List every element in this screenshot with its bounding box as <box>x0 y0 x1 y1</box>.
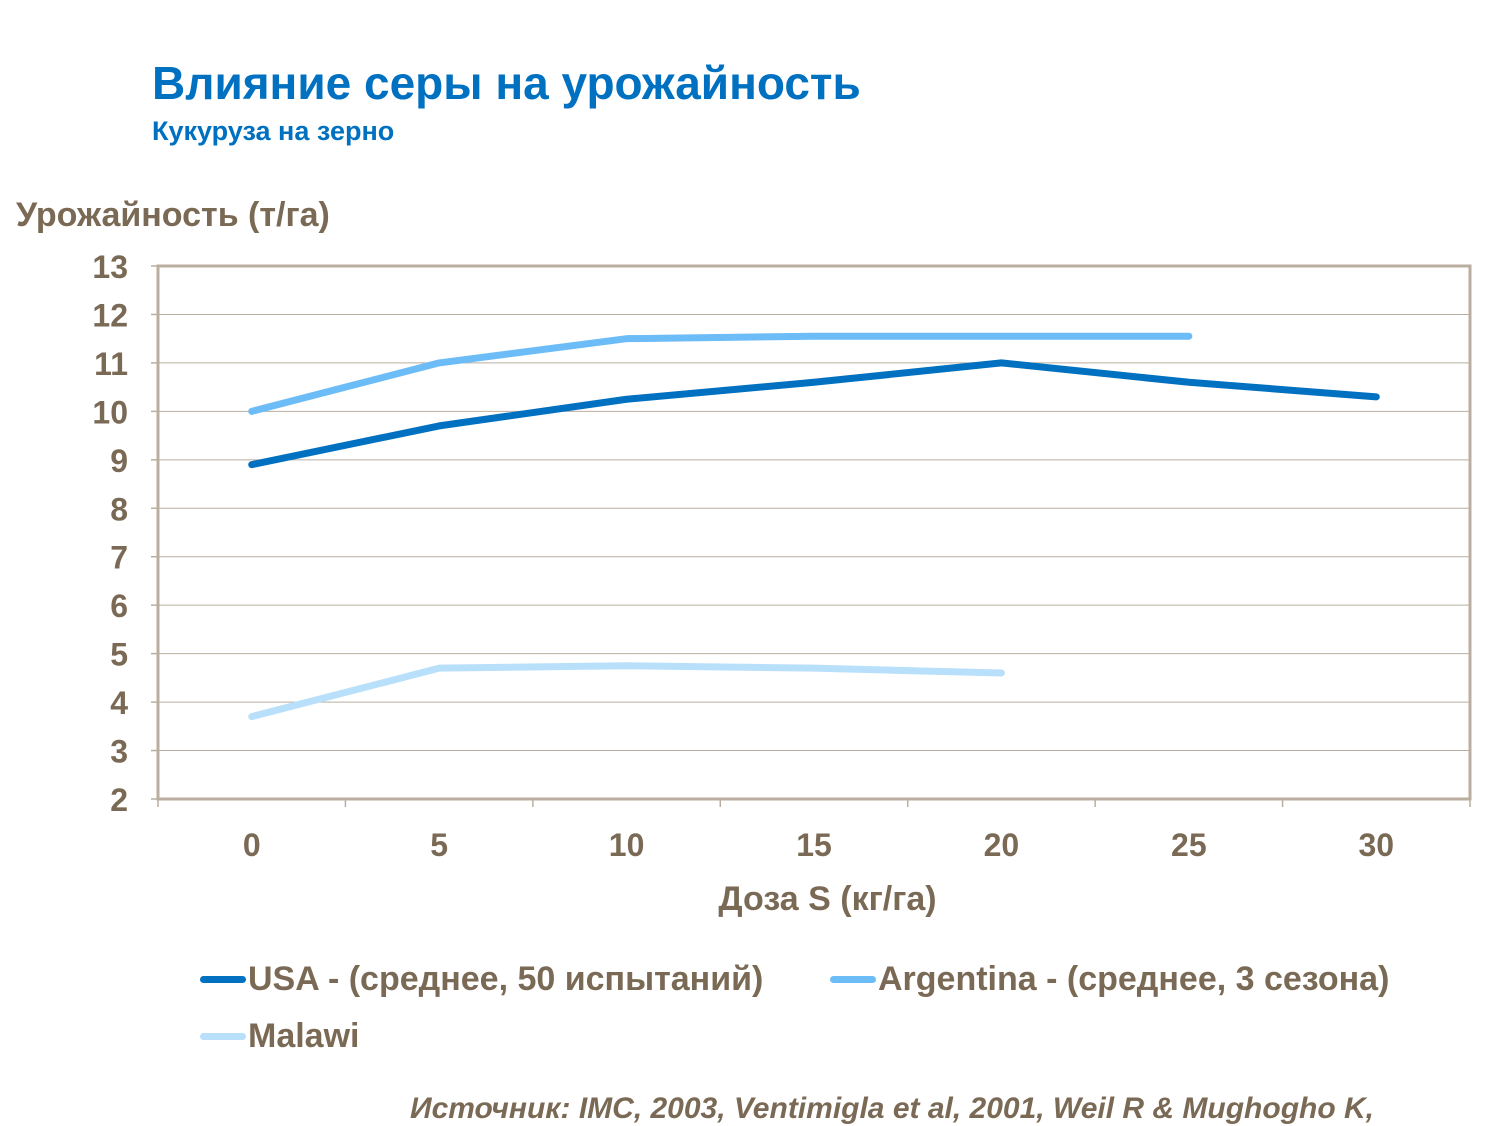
legend-item-malawi: Malawi <box>200 1017 359 1056</box>
legend-label: USA - (среднее, 50 испытаний) <box>248 960 763 999</box>
y-tick-label: 9 <box>110 443 128 479</box>
x-tick-label: 5 <box>430 827 448 863</box>
x-tick-label: 15 <box>796 827 832 863</box>
x-axis-label: Доза S (кг/га) <box>0 880 1501 919</box>
y-tick-label: 12 <box>92 297 128 333</box>
x-tick-label: 30 <box>1358 827 1394 863</box>
y-tick-label: 11 <box>94 346 128 382</box>
legend-swatch <box>200 1033 246 1040</box>
y-tick-label: 2 <box>110 782 128 818</box>
y-tick-label: 8 <box>110 491 128 527</box>
y-tick-label: 5 <box>110 637 128 673</box>
series-line-usa <box>252 363 1377 465</box>
legend-swatch <box>200 976 246 983</box>
series-line-malawi <box>252 666 1002 717</box>
y-tick-label: 6 <box>110 588 128 624</box>
legend-label: Malawi <box>248 1017 359 1056</box>
legend-item-usa: USA - (среднее, 50 испытаний) <box>200 960 763 999</box>
y-tick-label: 4 <box>110 685 128 721</box>
x-tick-label: 10 <box>609 827 645 863</box>
y-tick-label: 7 <box>110 540 128 576</box>
x-tick-label: 20 <box>984 827 1020 863</box>
series-line-argentina <box>252 336 1189 411</box>
source-note: Источник: IMC, 2003, Ventimigla et al, 2… <box>410 1092 1374 1126</box>
legend-swatch <box>830 976 876 983</box>
legend-item-argentina: Argentina - (среднее, 3 сезона) <box>830 960 1389 999</box>
y-tick-label: 10 <box>92 394 128 430</box>
x-tick-label: 0 <box>243 827 261 863</box>
y-tick-label: 13 <box>92 249 128 285</box>
y-tick-label: 3 <box>110 734 128 770</box>
plot-area-border <box>158 266 1470 799</box>
legend-label: Argentina - (среднее, 3 сезона) <box>878 960 1389 999</box>
x-tick-label: 25 <box>1171 827 1207 863</box>
